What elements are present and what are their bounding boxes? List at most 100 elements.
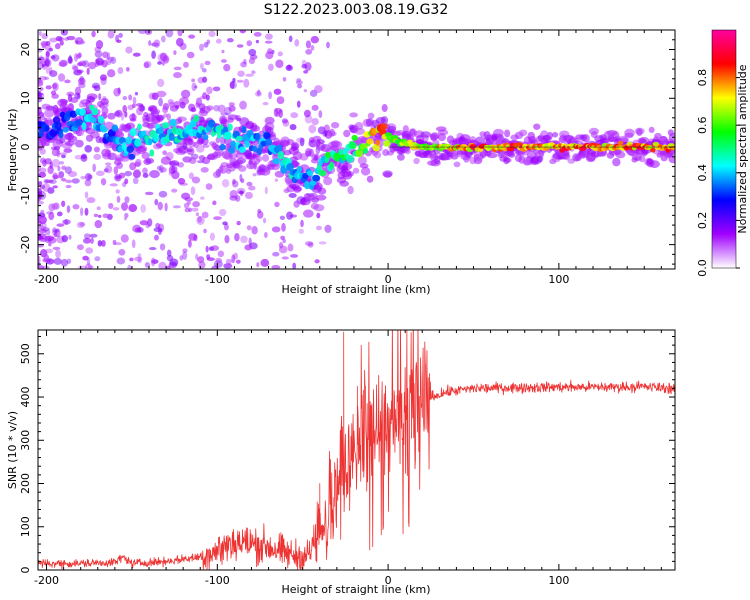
noise-blob bbox=[324, 224, 332, 233]
noise-blob bbox=[43, 253, 50, 263]
ridge-halo bbox=[636, 128, 643, 136]
noise-blob bbox=[205, 183, 213, 190]
ridge-cell bbox=[351, 134, 358, 141]
ridge-cell bbox=[251, 145, 258, 153]
noise-blob bbox=[235, 194, 241, 202]
ridge-cell bbox=[296, 166, 302, 173]
noise-blob bbox=[39, 236, 44, 240]
ridge-halo bbox=[118, 172, 126, 179]
noise-blob bbox=[191, 207, 199, 212]
noise-blob bbox=[84, 179, 92, 187]
ridge-cell bbox=[316, 164, 322, 173]
spectrogram-x-tick-label: -100 bbox=[205, 273, 230, 286]
noise-blob bbox=[38, 55, 44, 63]
noise-blob bbox=[288, 35, 293, 43]
ridge-cell bbox=[230, 140, 237, 149]
noise-blob bbox=[204, 60, 211, 66]
ridge-halo bbox=[542, 134, 551, 142]
noise-blob bbox=[296, 137, 305, 143]
noise-blob bbox=[57, 165, 61, 172]
ridge-halo bbox=[125, 122, 136, 130]
ridge-halo bbox=[373, 151, 382, 159]
ridge-halo bbox=[212, 171, 221, 179]
noise-blob bbox=[86, 257, 91, 266]
noise-blob bbox=[162, 150, 167, 156]
noise-blob bbox=[248, 57, 256, 65]
noise-blob bbox=[257, 208, 262, 214]
noise-blob bbox=[124, 196, 130, 204]
ridge-halo bbox=[343, 129, 351, 138]
noise-blob bbox=[38, 196, 41, 202]
noise-blob bbox=[289, 123, 297, 131]
ridge-halo bbox=[129, 113, 137, 121]
spectrogram-x-axis-label: Height of straight line (km) bbox=[281, 283, 430, 296]
ridge-halo bbox=[342, 162, 353, 170]
ridge-halo bbox=[156, 115, 164, 122]
ridge-cell bbox=[121, 142, 127, 150]
ridge-halo bbox=[668, 132, 675, 142]
noise-blob bbox=[44, 179, 54, 184]
spectrogram-x-tick-label: 100 bbox=[548, 273, 569, 286]
noise-blob bbox=[281, 256, 289, 260]
ridge-halo bbox=[330, 121, 340, 129]
ridge-halo bbox=[228, 151, 239, 159]
noise-blob bbox=[77, 62, 83, 67]
ridge-cell bbox=[115, 136, 121, 145]
ridge-halo bbox=[206, 105, 214, 111]
ridge-halo bbox=[47, 165, 54, 175]
noise-blob bbox=[59, 160, 65, 165]
ridge-cell bbox=[235, 135, 243, 142]
noise-blob bbox=[200, 167, 209, 173]
noise-blob bbox=[197, 76, 205, 84]
noise-blob bbox=[314, 259, 320, 264]
ridge-cell bbox=[276, 144, 283, 152]
ridge-cell bbox=[54, 121, 62, 130]
colorbar-tick-label: 0.2 bbox=[696, 212, 709, 230]
ridge-halo bbox=[186, 146, 195, 156]
ridge-halo bbox=[107, 112, 116, 120]
ridge-halo bbox=[315, 194, 327, 201]
noise-blob bbox=[257, 210, 264, 219]
ridge-halo bbox=[70, 97, 79, 104]
ridge-cell bbox=[169, 118, 177, 127]
noise-blob bbox=[273, 88, 282, 95]
noise-blob bbox=[38, 56, 45, 64]
ridge-halo bbox=[600, 137, 609, 145]
noise-blob bbox=[166, 265, 171, 269]
ridge-cell bbox=[44, 125, 50, 132]
noise-blob bbox=[238, 190, 245, 195]
noise-blob bbox=[304, 241, 314, 246]
noise-blob bbox=[154, 234, 159, 241]
ridge-halo bbox=[311, 153, 321, 161]
ridge-cell bbox=[256, 147, 262, 156]
ridge-cell bbox=[324, 151, 333, 158]
noise-blob bbox=[61, 154, 66, 159]
noise-blob bbox=[200, 62, 204, 70]
noise-blob bbox=[127, 104, 134, 111]
noise-blob bbox=[212, 200, 217, 206]
ridge-halo bbox=[339, 180, 350, 187]
noise-blob bbox=[253, 31, 262, 37]
noise-blob bbox=[51, 158, 60, 168]
noise-blob bbox=[286, 64, 292, 70]
noise-blob bbox=[308, 139, 318, 148]
noise-blob bbox=[58, 61, 67, 67]
noise-blob bbox=[251, 70, 256, 75]
ridge-cell bbox=[128, 153, 136, 160]
noise-blob bbox=[115, 189, 120, 194]
noise-blob bbox=[232, 77, 236, 83]
noise-blob bbox=[268, 91, 273, 100]
ridge-halo bbox=[235, 152, 245, 159]
noise-blob bbox=[208, 30, 216, 38]
noise-blob bbox=[118, 248, 126, 256]
snr-x-tick-label: 0 bbox=[385, 574, 392, 587]
ridge-halo bbox=[59, 102, 68, 111]
snr-x-axis-label: Height of straight line (km) bbox=[281, 583, 430, 596]
ridge-halo bbox=[234, 115, 241, 121]
noise-blob bbox=[142, 173, 149, 178]
ridge-cell bbox=[366, 138, 374, 145]
noise-blob bbox=[143, 62, 150, 69]
noise-blob bbox=[205, 245, 209, 253]
noise-blob bbox=[82, 255, 89, 261]
noise-blob bbox=[38, 48, 43, 53]
